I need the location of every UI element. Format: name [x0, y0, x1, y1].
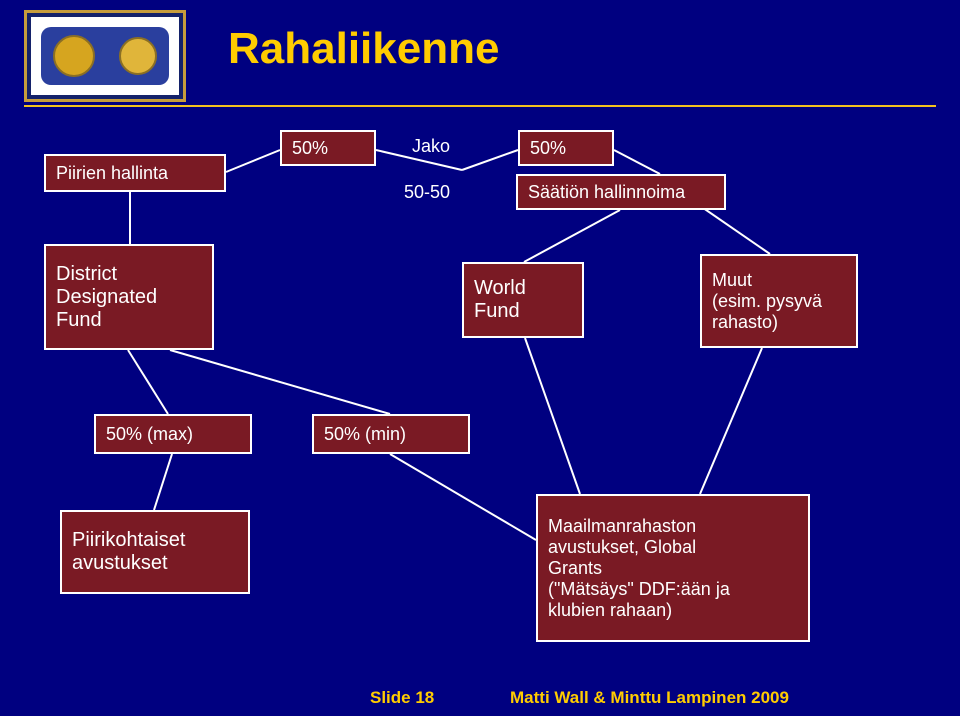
box-muut: Muut (esim. pysyvä rahasto): [700, 254, 858, 348]
rotary-wheel-icon: [53, 35, 95, 77]
box-ddf: District Designated Fund: [44, 244, 214, 350]
box-saation: Säätiön hallinnoima: [516, 174, 726, 210]
footer-slide-number: Slide 18: [370, 688, 434, 708]
box-label: World Fund: [464, 271, 536, 329]
box-world-fund: World Fund: [462, 262, 584, 338]
box-label: Muut (esim. pysyvä rahasto): [702, 264, 832, 339]
box-pct-right: 50%: [518, 130, 614, 166]
connector-lines: [0, 0, 960, 716]
slide-title: Rahaliikenne: [228, 24, 499, 74]
jako-label-bottom: 50-50: [404, 182, 450, 203]
box-max: 50% (max): [94, 414, 252, 454]
box-label: 50% (min): [314, 418, 416, 451]
rotary-logo-inner: [41, 27, 169, 85]
box-global-grants: Maailmanrahaston avustukset, Global Gran…: [536, 494, 810, 642]
box-label: District Designated Fund: [46, 257, 167, 338]
footer-credits: Matti Wall & Minttu Lampinen 2009: [510, 688, 789, 708]
box-pct-left: 50%: [280, 130, 376, 166]
title-divider: [24, 105, 936, 107]
box-label: Maailmanrahaston avustukset, Global Gran…: [538, 510, 740, 627]
slide: Rahaliikenne Jako 50-50 Piirien hallinta…: [0, 0, 960, 716]
box-label: 50%: [520, 132, 576, 165]
box-label: Piirikohtaiset avustukset: [62, 523, 195, 581]
box-piirien-hallinta: Piirien hallinta: [44, 154, 226, 192]
box-label: 50%: [282, 132, 338, 165]
box-min: 50% (min): [312, 414, 470, 454]
box-label: 50% (max): [96, 418, 203, 451]
box-label: Piirien hallinta: [46, 157, 178, 190]
jako-label-top: Jako: [412, 136, 450, 157]
box-label: Säätiön hallinnoima: [518, 176, 695, 209]
rotary-wheel-icon: [119, 37, 157, 75]
rotary-logo: [24, 10, 186, 102]
box-piirikohtaiset: Piirikohtaiset avustukset: [60, 510, 250, 594]
